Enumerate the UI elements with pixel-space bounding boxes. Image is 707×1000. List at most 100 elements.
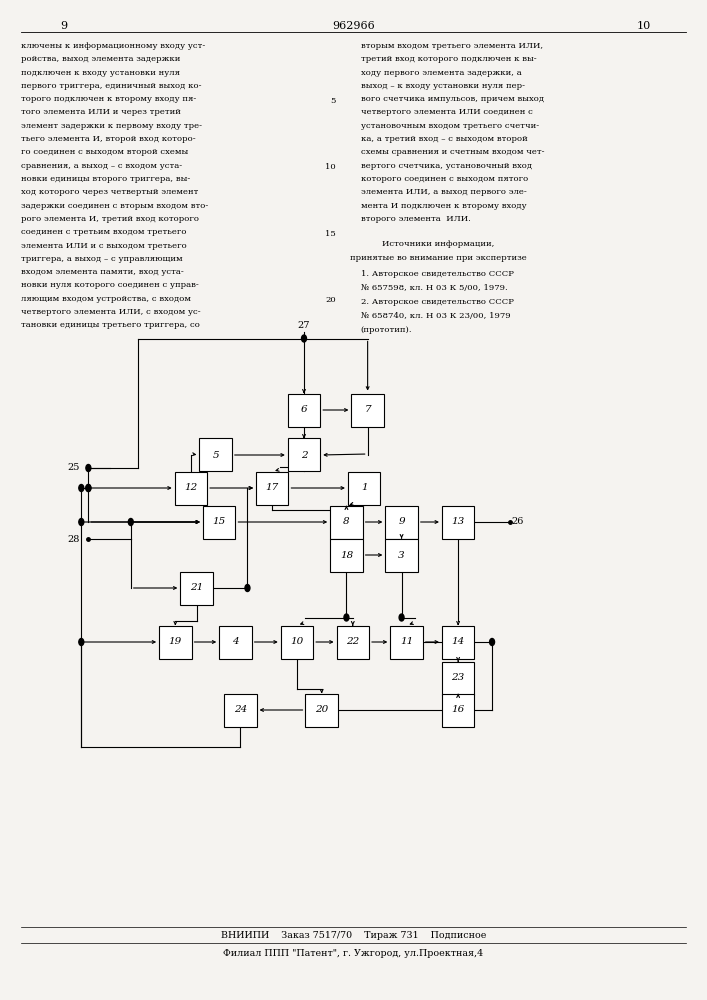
Text: вторым входом третьего элемента ИЛИ,: вторым входом третьего элемента ИЛИ, <box>361 42 543 50</box>
Text: 16: 16 <box>452 706 464 714</box>
Text: 28: 28 <box>67 534 80 544</box>
Text: 12: 12 <box>185 484 197 492</box>
Bar <box>330 506 363 538</box>
Text: ройства, выход элемента задержки: ройства, выход элемента задержки <box>21 55 180 63</box>
Text: 22: 22 <box>346 638 359 647</box>
Bar <box>351 393 384 426</box>
Text: 5: 5 <box>212 450 219 460</box>
Text: ляющим входом устройства, с входом: ляющим входом устройства, с входом <box>21 295 191 303</box>
Text: второго элемента  ИЛИ.: второго элемента ИЛИ. <box>361 215 470 223</box>
Text: рого элемента И, третий вход которого: рого элемента И, третий вход которого <box>21 215 199 223</box>
Text: 1. Авторское свидетельство СССР: 1. Авторское свидетельство СССР <box>361 270 513 278</box>
Text: принятые во внимание при экспертизе: принятые во внимание при экспертизе <box>350 254 527 262</box>
Text: 3: 3 <box>398 550 405 560</box>
Bar <box>281 626 313 659</box>
Bar <box>256 472 288 504</box>
Text: ход которого через четвертый элемент: ход которого через четвертый элемент <box>21 188 199 196</box>
Text: 7: 7 <box>364 406 371 414</box>
Bar <box>385 538 418 572</box>
Text: 24: 24 <box>234 706 247 714</box>
Text: 19: 19 <box>169 638 182 647</box>
Bar <box>219 626 252 659</box>
Bar <box>390 626 423 659</box>
Text: 26: 26 <box>512 518 525 526</box>
Text: 6: 6 <box>300 406 308 414</box>
Text: четвертого элемента ИЛИ соединен с: четвертого элемента ИЛИ соединен с <box>361 108 532 116</box>
Text: 9: 9 <box>60 21 67 31</box>
Text: задержки соединен с вторым входом вто-: задержки соединен с вторым входом вто- <box>21 202 209 210</box>
Text: соединен с третьим входом третьего: соединен с третьим входом третьего <box>21 228 187 236</box>
Text: элемента ИЛИ, а выход первого эле-: элемента ИЛИ, а выход первого эле- <box>361 188 526 196</box>
Text: 27: 27 <box>298 322 310 330</box>
Circle shape <box>128 518 133 526</box>
Text: 18: 18 <box>340 550 353 560</box>
Circle shape <box>490 639 495 646</box>
Text: 14: 14 <box>452 638 464 647</box>
Circle shape <box>399 614 404 621</box>
Bar <box>337 626 369 659</box>
Text: схемы сравнения и счетным входом чет-: схемы сравнения и счетным входом чет- <box>361 148 544 156</box>
Text: вертого счетчика, установочный вход: вертого счетчика, установочный вход <box>361 162 532 170</box>
Text: 13: 13 <box>452 518 464 526</box>
Bar <box>288 438 320 471</box>
Text: 10: 10 <box>291 638 303 647</box>
Text: третий вход которого подключен к вы-: третий вход которого подключен к вы- <box>361 55 536 63</box>
Bar <box>330 538 363 572</box>
Text: ходу первого элемента задержки, а: ходу первого элемента задержки, а <box>361 69 521 77</box>
Text: 9: 9 <box>398 518 405 526</box>
Text: 15: 15 <box>325 230 336 238</box>
Bar <box>203 506 235 538</box>
Text: 10: 10 <box>636 21 650 31</box>
Text: торого подключен к второму входу пя-: торого подключен к второму входу пя- <box>21 95 197 103</box>
Bar <box>348 472 380 504</box>
Text: Источники информации,: Источники информации, <box>382 240 494 248</box>
Bar <box>442 662 474 694</box>
Bar <box>385 506 418 538</box>
Text: элемент задержки к первому входу тре-: элемент задержки к первому входу тре- <box>21 122 202 130</box>
Text: го соединен с выходом второй схемы: го соединен с выходом второй схемы <box>21 148 189 156</box>
Circle shape <box>79 518 84 526</box>
Text: 1: 1 <box>361 484 368 492</box>
Text: 2. Авторское свидетельство СССР: 2. Авторское свидетельство СССР <box>361 298 513 306</box>
Text: того элемента ИЛИ и через третий: того элемента ИЛИ и через третий <box>21 108 181 116</box>
Text: 23: 23 <box>452 674 464 682</box>
Text: Филиал ППП "Патент", г. Ужгород, ул.Проектная,4: Филиал ППП "Патент", г. Ужгород, ул.Прое… <box>223 950 484 958</box>
Circle shape <box>86 464 90 472</box>
Bar <box>288 393 320 426</box>
Bar <box>442 694 474 726</box>
Text: тьего элемента И, второй вход которо-: тьего элемента И, второй вход которо- <box>21 135 196 143</box>
Text: 11: 11 <box>400 638 413 647</box>
Text: установочным входом третьего счетчи-: установочным входом третьего счетчи- <box>361 122 539 130</box>
Text: входом элемента памяти, вход уста-: входом элемента памяти, вход уста- <box>21 268 184 276</box>
Circle shape <box>86 485 90 491</box>
Text: новки нуля которого соединен с управ-: новки нуля которого соединен с управ- <box>21 281 199 289</box>
Bar <box>442 506 474 538</box>
Text: 8: 8 <box>343 518 350 526</box>
Text: 4: 4 <box>232 638 239 647</box>
Text: которого соединен с выходом пятого: которого соединен с выходом пятого <box>361 175 528 183</box>
Text: 20: 20 <box>315 706 328 714</box>
Text: четвертого элемента ИЛИ, с входом ус-: четвертого элемента ИЛИ, с входом ус- <box>21 308 201 316</box>
Text: ВНИИПИ    Заказ 7517/70    Тираж 731    Подписное: ВНИИПИ Заказ 7517/70 Тираж 731 Подписное <box>221 930 486 940</box>
Text: ка, а третий вход – с выходом второй: ка, а третий вход – с выходом второй <box>361 135 527 143</box>
Text: первого триггера, единичный выход ко-: первого триггера, единичный выход ко- <box>21 82 201 90</box>
Text: тановки единицы третьего триггера, со: тановки единицы третьего триггера, со <box>21 321 200 329</box>
Circle shape <box>79 485 84 491</box>
Text: подключен к входу установки нуля: подключен к входу установки нуля <box>21 69 180 77</box>
Circle shape <box>79 639 84 646</box>
Text: № 657598, кл. Н 03 К 5/00, 1979.: № 657598, кл. Н 03 К 5/00, 1979. <box>361 284 508 292</box>
Text: вого счетчика импульсов, причем выход: вого счетчика импульсов, причем выход <box>361 95 544 103</box>
Circle shape <box>344 614 349 621</box>
Text: 962966: 962966 <box>332 21 375 31</box>
Circle shape <box>302 335 307 342</box>
Bar <box>199 438 232 471</box>
Text: 17: 17 <box>266 484 279 492</box>
Circle shape <box>86 485 90 491</box>
Text: 20: 20 <box>325 296 336 304</box>
Bar <box>305 694 338 726</box>
Text: сравнения, а выход – с входом уста-: сравнения, а выход – с входом уста- <box>21 162 182 170</box>
Circle shape <box>245 584 250 591</box>
Bar <box>224 694 257 726</box>
Text: (прототип).: (прототип). <box>361 326 412 334</box>
Text: выход – к входу установки нуля пер-: выход – к входу установки нуля пер- <box>361 82 525 90</box>
